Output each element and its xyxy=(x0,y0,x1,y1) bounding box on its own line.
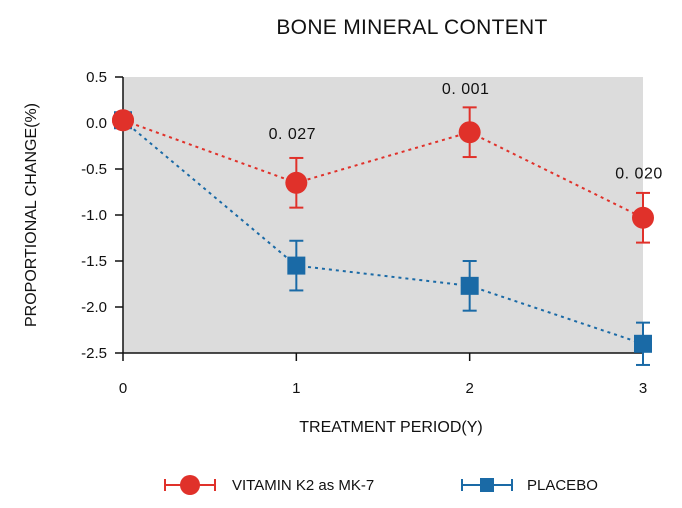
y-tick-label: -2.0 xyxy=(81,299,107,316)
legend-label: PLACEBO xyxy=(527,477,598,494)
p-value-label: 0. 001 xyxy=(442,81,489,98)
y-tick-label: 0.5 xyxy=(86,69,107,86)
series-layer xyxy=(112,106,654,366)
x-tick-label: 3 xyxy=(639,380,647,397)
y-tick-label: -1.5 xyxy=(81,253,107,270)
plot-background xyxy=(123,77,643,353)
data-point xyxy=(112,109,134,132)
x-tick-label: 2 xyxy=(465,380,473,397)
data-point xyxy=(285,171,308,194)
y-tick-label: -2.5 xyxy=(81,345,107,362)
legend-label: VITAMIN K2 as MK-7 xyxy=(232,477,374,494)
y-axis: 0.5 0.0 -0.5 -1.0 -1.5 -2.0 -2.5 xyxy=(81,69,124,362)
data-point xyxy=(632,206,654,229)
series-line xyxy=(122,119,644,219)
series-line xyxy=(122,119,644,345)
chart-title: BONE MINERAL CONTENT xyxy=(276,16,548,39)
data-point xyxy=(458,121,481,144)
data-point xyxy=(287,256,306,275)
x-axis-title: TREATMENT PERIOD(Y) xyxy=(299,419,482,436)
y-axis-title: PROPORTIONAL CHANGE(%) xyxy=(23,103,40,327)
p-value-label: 0. 020 xyxy=(615,166,662,183)
legend-item-0: VITAMIN K2 as MK-7 xyxy=(164,475,374,495)
p-value-label: 0. 027 xyxy=(269,126,316,143)
legend: VITAMIN K2 as MK-7 PLACEBO xyxy=(164,475,598,495)
y-tick-label: 0.0 xyxy=(86,115,107,132)
y-tick-label: -1.0 xyxy=(81,207,107,224)
legend-marker xyxy=(480,478,494,492)
data-point xyxy=(634,334,652,353)
x-tick-label: 1 xyxy=(292,380,300,397)
x-axis: 0 1 2 3 xyxy=(119,352,647,397)
x-tick-label: 0 xyxy=(119,380,127,397)
data-point xyxy=(460,276,479,295)
legend-item-1: PLACEBO xyxy=(461,477,598,494)
legend-marker xyxy=(180,475,200,495)
y-tick-label: -0.5 xyxy=(81,161,107,178)
annotation-layer: 0. 027 0. 001 0. 020 xyxy=(269,81,663,183)
